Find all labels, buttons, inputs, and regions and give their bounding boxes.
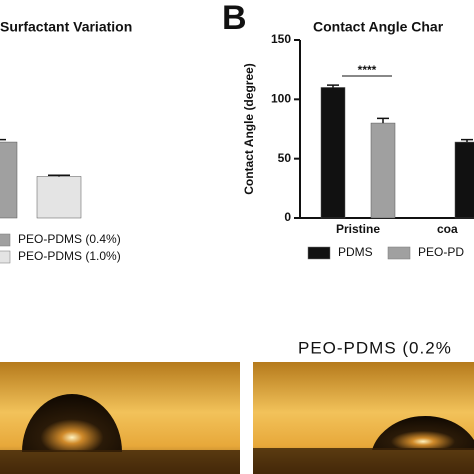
legend-label: PEO-PDMS (1.0%) xyxy=(18,249,121,263)
legend-label: PEO-PD xyxy=(418,245,464,259)
substrate xyxy=(253,448,474,474)
chart-title: Surfactant Variation xyxy=(0,19,132,35)
bar xyxy=(454,141,474,219)
droplet xyxy=(22,394,122,452)
bar xyxy=(36,176,82,219)
legend-swatch xyxy=(0,250,11,264)
bar xyxy=(320,87,346,219)
error-bar xyxy=(461,138,473,143)
y-tick-label: 0 xyxy=(284,210,291,224)
droplet xyxy=(372,415,474,450)
y-tick-label: 150 xyxy=(271,32,291,46)
y-tick-label: 100 xyxy=(271,92,291,106)
error-bar xyxy=(327,84,339,88)
bar xyxy=(370,122,396,219)
chart-title: Contact Angle Char xyxy=(313,19,444,35)
x-tick-label: coa xyxy=(437,222,458,236)
photo-label: PEO-PDMS (0.2% xyxy=(298,338,452,357)
error-bar xyxy=(377,117,389,124)
legend-swatch xyxy=(307,246,331,260)
panel-label: B xyxy=(222,0,247,37)
y-tick-label: 50 xyxy=(278,151,292,165)
error-bar xyxy=(48,174,70,177)
legend-label: PDMS xyxy=(338,245,373,259)
legend-label: PEO-PDMS (0.4%) xyxy=(18,232,121,246)
legend-swatch xyxy=(0,233,11,247)
x-tick-label: Pristine xyxy=(336,222,380,236)
significance-label: **** xyxy=(358,63,377,77)
error-bar xyxy=(0,138,6,141)
legend-swatch xyxy=(387,246,411,260)
substrate xyxy=(0,450,240,474)
y-axis-label: Contact Angle (degree) xyxy=(242,63,256,195)
bar xyxy=(0,141,18,219)
